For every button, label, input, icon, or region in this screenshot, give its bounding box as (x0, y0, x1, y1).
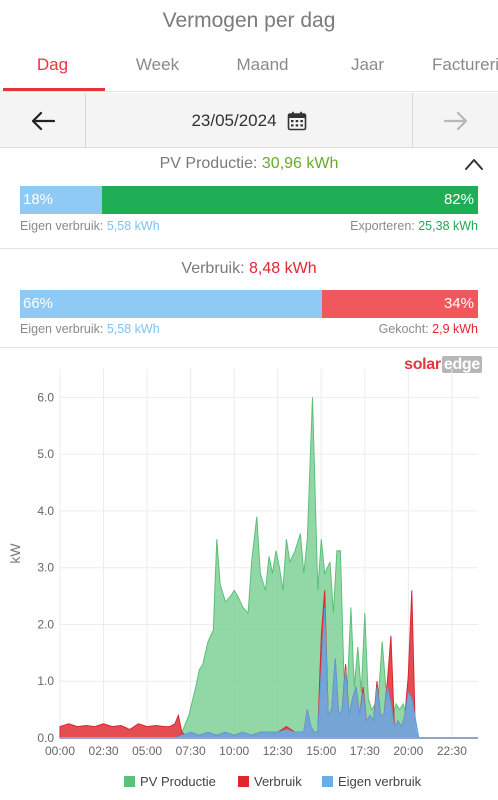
pv-split-labels: Eigen verbruik: 5,58 kWh Exporteren: 25,… (20, 219, 478, 233)
date-display[interactable]: 23/05/2024 (86, 93, 412, 148)
arrow-left-icon (31, 111, 55, 130)
x-tick-label: 02:30 (89, 744, 119, 758)
next-day-button[interactable] (412, 93, 498, 148)
tab-maand[interactable]: Maand (236, 55, 289, 74)
pv-production-section: PV Productie: 30,96 kWh 18% 82% Eigen ve… (0, 149, 498, 249)
tab-jaar[interactable]: Jaar (350, 55, 385, 74)
x-tick-label: 00:00 (45, 744, 75, 758)
x-tick-label: 12:30 (263, 744, 293, 758)
legend-label: PV Productie (140, 774, 216, 789)
y-tick-label: 3.0 (37, 561, 54, 575)
legend-swatch (322, 776, 333, 787)
usage-self-value: 5,58 kWh (106, 322, 160, 336)
legend-label: Eigen verbruik (338, 774, 422, 789)
y-tick-label: 5.0 (37, 447, 54, 461)
legend-label: Verbruik (254, 774, 302, 789)
y-tick-label: 2.0 (37, 617, 54, 631)
pv-production-value: 30,96 kWh (261, 155, 339, 172)
pv-production-heading: PV Productie: 30,96 kWh (159, 155, 339, 172)
x-tick-label: 20:00 (393, 744, 423, 758)
x-tick-label: 15:00 (306, 744, 336, 758)
usage-bought-value: 2,9 kWh (432, 322, 478, 336)
arrow-right-icon (443, 111, 467, 130)
y-tick-label: 1.0 (37, 674, 54, 688)
y-tick-label: 4.0 (37, 504, 54, 518)
page-title: Vermogen per dag (162, 9, 336, 32)
tab-dag[interactable]: Dag (0, 44, 105, 91)
usage-heading: Verbruik: 8,48 kWh (181, 260, 317, 277)
usage-split-bar: 66% 34% (20, 290, 478, 318)
previous-day-button[interactable] (0, 93, 86, 148)
legend-swatch (124, 776, 135, 787)
usage-value: 8,48 kWh (249, 260, 317, 277)
chevron-up-icon[interactable] (464, 157, 484, 171)
tab-week[interactable]: Week (135, 55, 180, 74)
usage-bought-segment: 34% (322, 290, 478, 318)
x-tick-label: 07:30 (176, 744, 206, 758)
x-tick-label: 05:00 (132, 744, 162, 758)
y-axis-label: kW (7, 543, 23, 564)
pv-self-value: 5,58 kWh (106, 219, 160, 233)
y-tick-label: 0.0 (37, 731, 54, 745)
series-area-2 (60, 607, 478, 739)
solaredge-logo: solar edge (404, 356, 482, 373)
calendar-icon[interactable] (287, 111, 307, 131)
pv-split-bar: 18% 82% (20, 186, 478, 214)
x-tick-label: 22:30 (437, 744, 467, 758)
date-navigator: 23/05/2024 (0, 93, 498, 148)
x-tick-label: 10:00 (219, 744, 249, 758)
pv-self-segment: 18% (20, 186, 103, 214)
period-tabs: Dag Week Maand Jaar Facturering (0, 44, 498, 92)
tab-facturering[interactable]: Facturering (432, 55, 498, 74)
usage-self-segment: 66% (20, 290, 323, 318)
pv-export-value: 25,38 kWh (418, 219, 478, 233)
pv-export-segment: 82% (102, 186, 478, 214)
legend-swatch (238, 776, 249, 787)
y-tick-label: 6.0 (37, 390, 54, 404)
current-date: 23/05/2024 (191, 110, 277, 130)
x-tick-label: 17:30 (350, 744, 380, 758)
usage-split-labels: Eigen verbruik: 5,58 kWh Gekocht: 2,9 kW… (20, 322, 478, 336)
power-chart: 0.0 1.0 2.0 3.0 4.0 5.0 6.0 kW 00:00 02:30 05:00 07… (7, 369, 478, 789)
usage-section: Verbruik: 8,48 kWh 66% 34% Eigen verbrui… (0, 250, 498, 348)
